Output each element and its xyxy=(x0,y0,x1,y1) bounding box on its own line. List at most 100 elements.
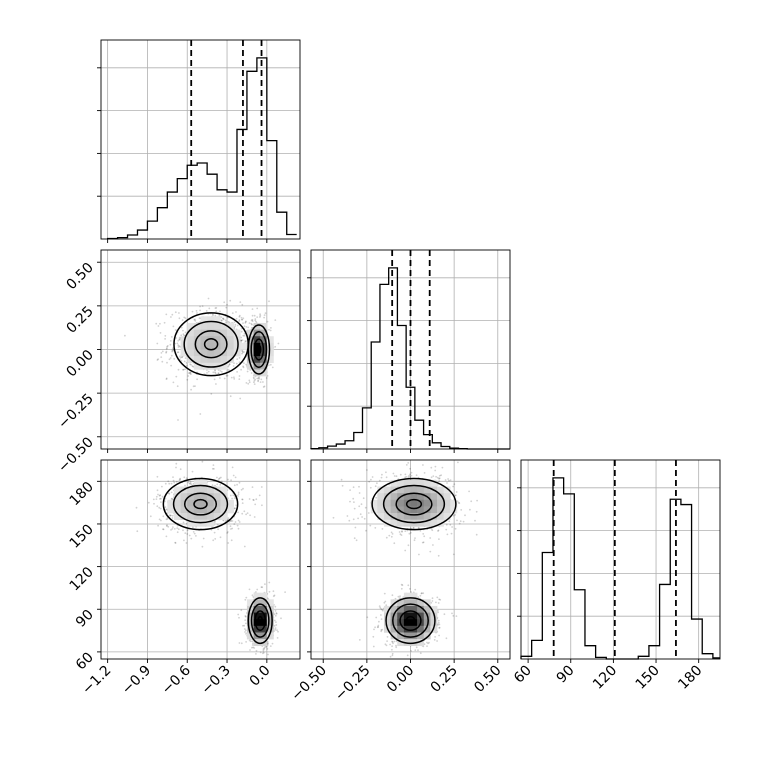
scatter-point xyxy=(410,591,412,593)
scatter-point xyxy=(378,620,380,623)
scatter-point xyxy=(226,303,228,306)
panel-frame xyxy=(100,39,301,240)
scatter-point xyxy=(170,364,173,367)
scatter-point xyxy=(401,584,404,587)
scatter-point xyxy=(242,365,245,368)
scatter-point xyxy=(438,634,440,637)
density-cell xyxy=(260,362,268,370)
scatter-point xyxy=(220,316,223,318)
scatter-point xyxy=(225,306,228,309)
scatter-point xyxy=(252,646,255,649)
scatter-point xyxy=(149,515,152,518)
scatter-point xyxy=(376,482,378,485)
density-cell xyxy=(187,329,195,337)
scatter-point xyxy=(193,532,196,535)
scatter-point xyxy=(160,356,163,358)
scatter-point xyxy=(243,628,246,630)
density-cell xyxy=(260,336,268,344)
scatter-point xyxy=(237,527,240,530)
scatter-point xyxy=(179,355,181,358)
scatter-point xyxy=(274,627,277,629)
scatter-point xyxy=(373,628,375,631)
scatter-point xyxy=(240,609,243,612)
scatter-point xyxy=(431,600,434,602)
scatter-point xyxy=(214,372,217,375)
scatter-point xyxy=(453,483,456,486)
x-tick-label: −0.6 xyxy=(159,662,194,697)
scatter-point xyxy=(182,329,184,332)
contour-line xyxy=(203,338,219,351)
hist-step xyxy=(106,57,297,240)
scatter-point xyxy=(382,609,384,612)
scatter-point xyxy=(184,357,187,359)
density-cell xyxy=(207,316,215,324)
density-cell xyxy=(246,342,254,350)
scatter-point xyxy=(456,519,458,522)
scatter-point xyxy=(261,504,263,507)
x-tick-label: 0.00 xyxy=(384,663,417,696)
scatter-panel-p1-p2: −0.50−0.250.000.250.50 xyxy=(55,249,301,476)
contour-line xyxy=(183,320,239,368)
scatter-point xyxy=(212,539,215,542)
scatter-point xyxy=(264,583,266,585)
scatter-point xyxy=(332,516,335,519)
scatter-point xyxy=(232,474,235,477)
scatter-point xyxy=(476,499,478,502)
density-cell xyxy=(233,342,241,350)
scatter-point xyxy=(202,537,205,540)
scatter-point xyxy=(218,477,221,480)
scatter-point xyxy=(236,324,239,327)
scatter-point xyxy=(233,484,236,487)
scatter-point xyxy=(238,319,241,321)
scatter-point xyxy=(458,502,461,505)
scatter-point xyxy=(248,498,251,500)
scatter-point xyxy=(235,362,238,365)
scatter-point xyxy=(207,370,210,373)
scatter-point xyxy=(431,597,434,600)
scatter-point xyxy=(219,483,222,486)
scatter-point xyxy=(274,628,277,631)
x-tick-label: 120 xyxy=(590,663,620,693)
scatter-point xyxy=(452,615,455,617)
scatter-point xyxy=(238,314,241,317)
scatter-point xyxy=(180,326,183,329)
scatter-point xyxy=(438,598,441,601)
scatter-point xyxy=(276,637,279,639)
scatter-point xyxy=(172,381,175,384)
density-cell xyxy=(187,499,195,507)
scatter-point xyxy=(370,478,372,481)
scatter-point xyxy=(234,323,237,326)
scatter-point xyxy=(260,586,263,588)
scatter-point xyxy=(168,358,171,361)
scatter-point xyxy=(156,489,159,492)
scatter-point xyxy=(207,297,210,300)
density-cell xyxy=(187,342,195,350)
scatter-point xyxy=(169,357,172,359)
scatter-point xyxy=(460,509,463,511)
scatter-point xyxy=(395,644,397,647)
density-cell xyxy=(207,342,215,350)
scatter-point xyxy=(210,393,213,395)
scatter-point xyxy=(157,493,159,496)
scatter-point xyxy=(217,372,220,375)
scatter-point xyxy=(190,364,193,366)
scatter-point xyxy=(275,624,278,626)
scatter-point xyxy=(349,489,351,491)
scatter-point xyxy=(230,479,233,482)
density-cell xyxy=(200,486,208,494)
scatter-point xyxy=(366,616,369,619)
scatter-point xyxy=(124,334,126,337)
scatter-point xyxy=(176,385,179,388)
density-cell xyxy=(410,499,418,507)
x-tick-label: −0.3 xyxy=(199,663,234,698)
scatter-point xyxy=(258,377,260,380)
scatter-point xyxy=(238,357,241,359)
density-cell xyxy=(213,356,221,364)
scatter-point xyxy=(250,326,253,329)
density-cell xyxy=(227,506,234,514)
scatter-point xyxy=(404,530,407,532)
scatter-point xyxy=(178,479,181,482)
density-cell xyxy=(200,316,208,324)
x-tick-label: 0.50 xyxy=(471,663,504,696)
scatter-point xyxy=(352,486,355,489)
